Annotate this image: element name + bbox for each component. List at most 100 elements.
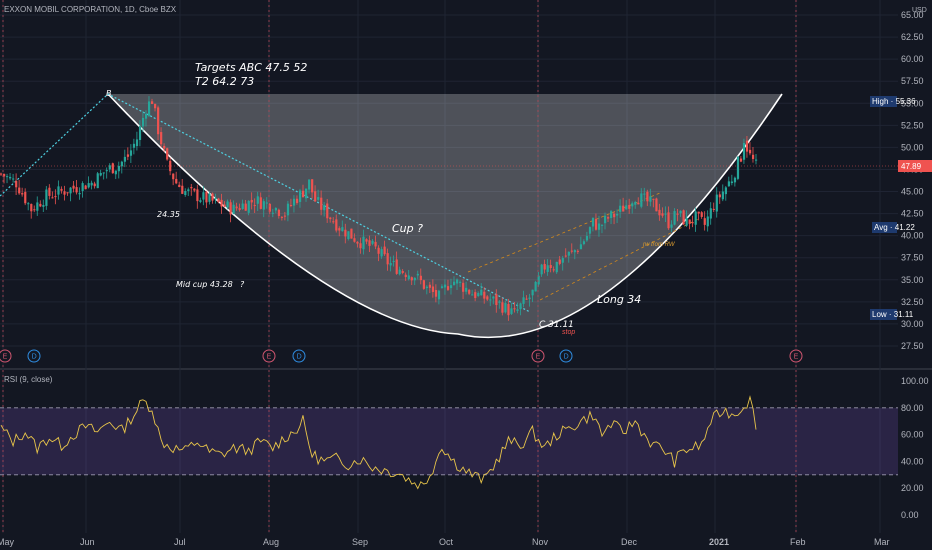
candle [66, 192, 69, 196]
candle [184, 188, 187, 197]
candle [241, 199, 244, 210]
candle-body [462, 282, 465, 292]
targets-line-2: T2 64.2 73 [195, 75, 254, 88]
candle-body [51, 197, 54, 199]
candle [202, 185, 205, 206]
candle [588, 226, 592, 239]
candle [489, 293, 492, 307]
candle [160, 127, 163, 148]
candle-body [18, 187, 21, 194]
candle-body [543, 263, 546, 270]
rsi-title[interactable]: RSI (9, close) [4, 375, 53, 384]
rsi-line [0, 395, 757, 490]
candle-body [498, 301, 501, 303]
candle [685, 210, 688, 227]
candle-body [733, 177, 737, 183]
candle [404, 272, 407, 281]
candle-body [151, 101, 154, 104]
candle [6, 173, 9, 184]
candle-body [721, 191, 724, 200]
candle [365, 238, 368, 245]
candle-body [298, 190, 302, 202]
candle-body [570, 250, 573, 252]
candle [510, 302, 513, 315]
candle-body [528, 297, 531, 300]
candle-body [582, 241, 586, 245]
candle-body [250, 199, 253, 203]
candle [446, 279, 450, 291]
candle [57, 180, 60, 200]
candle [21, 187, 24, 197]
candle [594, 213, 598, 231]
candle-body [465, 287, 468, 292]
symbol-title[interactable]: EXXON MOBIL CORPORATION, 1D, Cboe BZX [4, 5, 177, 14]
candle [745, 136, 749, 158]
price-tick-13: 32.50 [901, 297, 924, 307]
price-axis-ticks[interactable]: 65.0062.5060.0057.5055.0052.5050.0047.50… [901, 10, 924, 351]
candle-body [546, 265, 549, 272]
candle [157, 105, 160, 141]
candle-body [157, 107, 160, 135]
candle [271, 208, 274, 218]
candle [431, 279, 435, 298]
candle [193, 188, 196, 193]
event-letter: D [297, 354, 302, 361]
candle-body [504, 302, 507, 313]
candle [492, 295, 495, 305]
candle [582, 239, 586, 246]
candle-body [579, 244, 583, 250]
candle [129, 144, 133, 164]
candle-body [141, 117, 145, 127]
candle-body [154, 103, 157, 109]
long-label: Long 34 [597, 293, 641, 306]
candle [262, 198, 265, 218]
time-tick-7: Dec [621, 537, 638, 547]
candle-body [232, 204, 235, 214]
event-marker-e: E [531, 349, 545, 363]
candle [147, 96, 151, 118]
candle [570, 243, 573, 254]
time-axis[interactable]: May Jun Jul Aug Sep Oct Nov Dec 2021 Feb Mar [0, 533, 932, 550]
candle-body [410, 277, 413, 281]
candle-body [220, 199, 223, 207]
candle-body [398, 269, 401, 275]
rsi-band [0, 407, 898, 476]
candle [320, 190, 323, 216]
candle-body [317, 197, 320, 200]
candle [610, 210, 613, 224]
candle-body [507, 304, 510, 316]
event-marker-e: E [0, 349, 12, 363]
rsi-series-line [0, 395, 757, 490]
rsi-pane[interactable] [0, 371, 898, 533]
candle [135, 131, 139, 151]
targets-line-1: Targets ABC 47.5 52 [195, 61, 307, 74]
candle [703, 211, 706, 231]
rsi-axis-ticks[interactable]: 100.00 80.00 60.00 40.00 20.00 0.00 [901, 376, 929, 520]
candle [18, 179, 21, 195]
candle [392, 255, 395, 267]
candle [622, 197, 625, 212]
candle [317, 189, 320, 202]
price-pane[interactable] [0, 0, 898, 368]
candle [344, 223, 347, 244]
price-axis[interactable] [898, 0, 932, 533]
candle-body [706, 216, 709, 227]
candle [501, 297, 504, 316]
candle-body [383, 246, 386, 255]
candle-body [271, 212, 274, 214]
candle [471, 289, 474, 296]
candle-body [658, 209, 661, 216]
candle-body [27, 203, 30, 205]
candle [141, 110, 145, 133]
candle [561, 255, 564, 271]
candle-body [226, 201, 229, 208]
candle-body [259, 197, 262, 209]
point-b-label: B [106, 89, 112, 98]
candle [277, 208, 281, 219]
candle-body [187, 189, 190, 192]
candle [259, 192, 262, 210]
price-tick-1: 62.50 [901, 32, 924, 42]
candle-body [519, 303, 522, 310]
